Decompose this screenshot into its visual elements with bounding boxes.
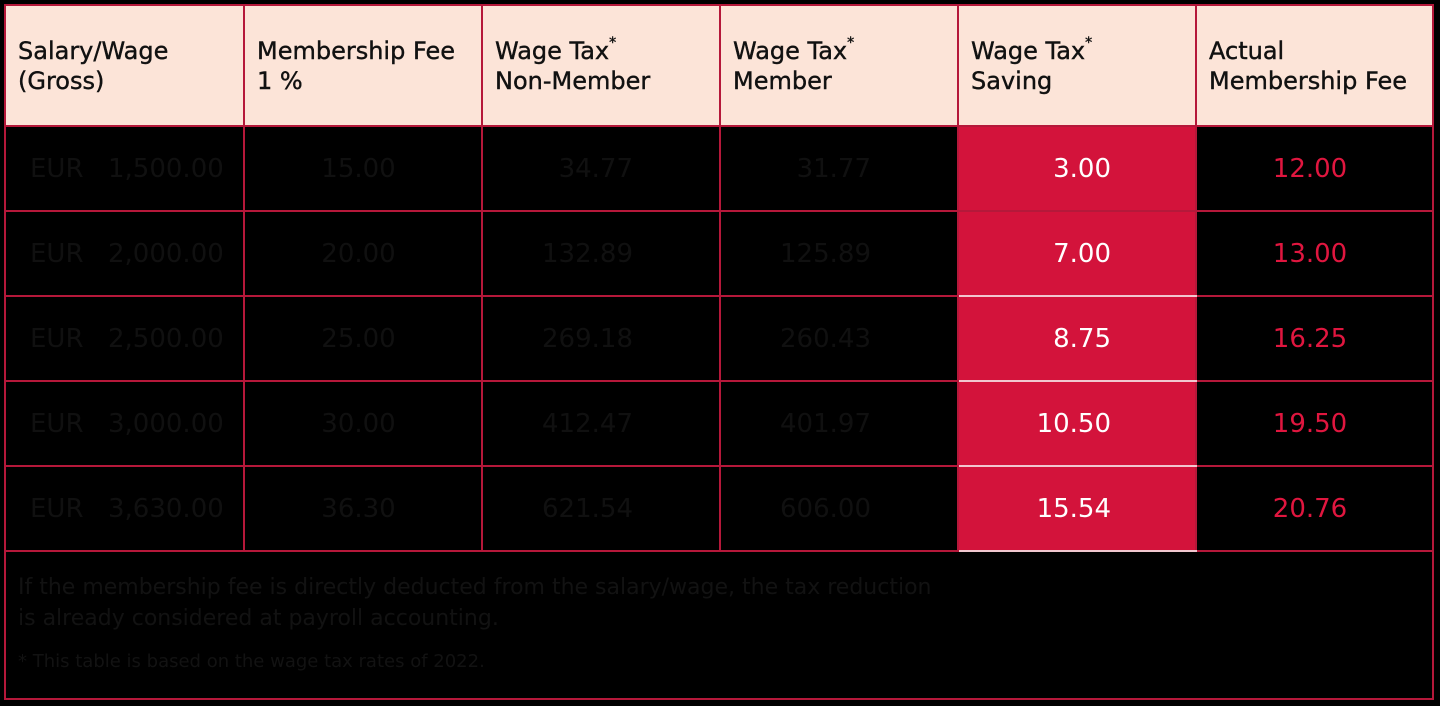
salary-cell: EUR 3,630.00: [6, 465, 245, 552]
fee-cell: 15.00: [243, 125, 483, 212]
tax-saving-cell: 15.54: [957, 465, 1197, 552]
header-tax-member: Wage Tax* Member: [719, 6, 959, 127]
salary-cell: EUR 2,500.00: [6, 295, 245, 382]
currency-label: EUR: [30, 323, 84, 354]
table-row: EUR 3,000.00 30.00 412.47 401.97 10.50 19…: [6, 380, 1432, 467]
header-actual-fee: Actual Membership Fee: [1195, 6, 1432, 127]
fee-cell: 20.00: [243, 210, 483, 297]
tax-saving-cell: 7.00: [957, 210, 1197, 297]
actual-fee-cell: 13.00: [1195, 210, 1432, 297]
footnote: If the membership fee is directly deduct…: [18, 572, 1118, 674]
table-row: EUR 2,000.00 20.00 132.89 125.89 7.00 13.…: [6, 210, 1432, 297]
tax-non-member-cell: 132.89: [481, 210, 721, 297]
fee-cell: 30.00: [243, 380, 483, 467]
tax-member-cell: 606.00: [719, 465, 959, 552]
header-row: Salary/Wage (Gross) Membership Fee 1 % Wag…: [6, 6, 1432, 127]
header-tax-saving: Wage Tax* Saving: [957, 6, 1197, 127]
salary-cell: EUR 3,000.00: [6, 380, 245, 467]
tax-non-member-cell: 34.77: [481, 125, 721, 212]
wage-tax-table: Salary/Wage (Gross) Membership Fee 1 % Wag…: [6, 6, 1432, 552]
currency-label: EUR: [30, 408, 84, 439]
tax-rate-note: * This table is based on the wage tax ra…: [18, 651, 485, 672]
tax-member-cell: 401.97: [719, 380, 959, 467]
salary-cell: EUR 1,500.00: [6, 125, 245, 212]
tax-non-member-cell: 412.47: [481, 380, 721, 467]
header-membership-fee: Membership Fee 1 %: [243, 6, 483, 127]
tax-member-cell: 31.77: [719, 125, 959, 212]
footnote-line: is already considered at payroll account…: [18, 606, 499, 631]
currency-label: EUR: [30, 153, 84, 184]
fee-cell: 25.00: [243, 295, 483, 382]
actual-fee-cell: 12.00: [1195, 125, 1432, 212]
table-row: EUR 1,500.00 15.00 34.77 31.77 3.00 12.00: [6, 125, 1432, 212]
tax-table-panel: Salary/Wage (Gross) Membership Fee 1 % Wag…: [4, 4, 1434, 700]
actual-fee-cell: 19.50: [1195, 380, 1432, 467]
tax-member-cell: 125.89: [719, 210, 959, 297]
table-row: EUR 2,500.00 25.00 269.18 260.43 8.75 16.…: [6, 295, 1432, 382]
footnote-line: If the membership fee is directly deduct…: [18, 575, 932, 600]
tax-saving-cell: 10.50: [957, 380, 1197, 467]
tax-non-member-cell: 621.54: [481, 465, 721, 552]
tax-saving-cell: 8.75: [957, 295, 1197, 382]
salary-cell: EUR 2,000.00: [6, 210, 245, 297]
table-row: EUR 3,630.00 36.30 621.54 606.00 15.54 20…: [6, 465, 1432, 552]
currency-label: EUR: [30, 238, 84, 269]
header-salary: Salary/Wage (Gross): [6, 6, 245, 127]
tax-saving-cell: 3.00: [957, 125, 1197, 212]
currency-label: EUR: [30, 493, 84, 524]
actual-fee-cell: 16.25: [1195, 295, 1432, 382]
header-tax-non-member: Wage Tax* Non-Member: [481, 6, 721, 127]
fee-cell: 36.30: [243, 465, 483, 552]
tax-member-cell: 260.43: [719, 295, 959, 382]
actual-fee-cell: 20.76: [1195, 465, 1432, 552]
tax-non-member-cell: 269.18: [481, 295, 721, 382]
